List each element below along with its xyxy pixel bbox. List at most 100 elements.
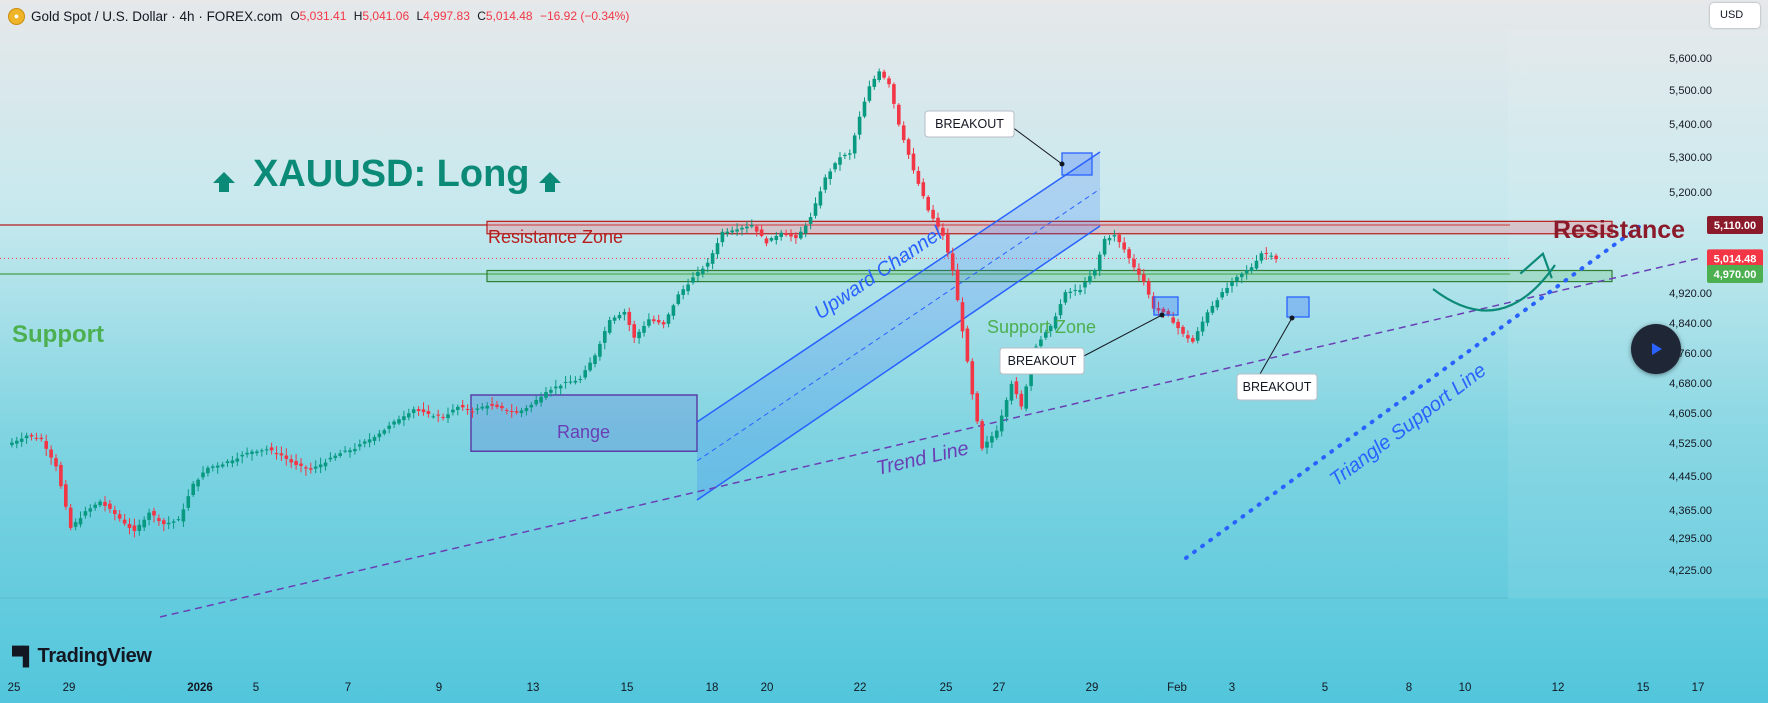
candle-body [882, 71, 886, 78]
price-tick-label: 4,225.00 [1669, 565, 1712, 577]
candle-body [916, 170, 921, 184]
candle-body [367, 439, 372, 443]
candle-body [686, 284, 690, 292]
candle-body [186, 496, 191, 508]
candle [1137, 263, 1141, 282]
candle [313, 460, 318, 474]
candle [500, 402, 504, 412]
candle [1230, 277, 1234, 293]
candle-body [441, 417, 445, 419]
candle [441, 413, 445, 421]
candle [794, 232, 798, 244]
candle-body [735, 229, 739, 232]
currency-button[interactable]: USD [1710, 3, 1760, 28]
candle [877, 68, 881, 83]
candle [926, 195, 930, 213]
candle-body [392, 421, 396, 425]
candle-body [897, 104, 901, 125]
candle [260, 448, 264, 457]
candle [642, 321, 646, 337]
upward-channel-fill [697, 152, 1100, 500]
triangle-support-label: Triangle Support Line [1326, 359, 1491, 491]
candle-body [68, 507, 73, 528]
candle [264, 445, 269, 455]
candle [323, 458, 328, 471]
candle [157, 514, 161, 526]
candle-body [1088, 276, 1092, 283]
candle [1019, 390, 1024, 410]
candle [1073, 284, 1077, 296]
candle-body [162, 520, 166, 525]
time-tick-label: 20 [761, 682, 774, 694]
triangle-support-line [1184, 224, 1642, 560]
time-tick-label: 5 [253, 682, 259, 694]
candle [534, 395, 538, 407]
candle-body [1200, 321, 1205, 332]
candle-body [1053, 316, 1058, 329]
candle [451, 404, 455, 416]
candle-body [446, 414, 450, 419]
time-tick-label: 27 [993, 682, 1006, 694]
candle [1200, 316, 1205, 336]
candle-body [426, 411, 431, 414]
candle-body [382, 430, 387, 434]
candle [196, 477, 200, 492]
candle-body [10, 442, 14, 446]
candle-body [701, 268, 705, 274]
symbol-title[interactable]: Gold Spot / U.S. Dollar · 4h · FOREX.com [31, 8, 283, 24]
candle [505, 408, 509, 415]
price-tick-label: 5,300.00 [1669, 152, 1712, 164]
candle-body [304, 467, 308, 469]
candle-body [1264, 252, 1269, 254]
range-label: Range [557, 422, 610, 442]
candle [485, 402, 489, 416]
candle [250, 449, 254, 461]
candle-body [794, 234, 798, 239]
replay-button[interactable] [1631, 324, 1681, 374]
candle-body [583, 370, 587, 378]
candle-body [1215, 300, 1220, 308]
candle [367, 433, 372, 448]
candle-body [1083, 281, 1087, 288]
candle-body [931, 209, 935, 219]
chart-title: XAUUSD: Long [253, 153, 530, 195]
candle [1004, 397, 1009, 422]
candle [970, 358, 975, 400]
candle-body [647, 319, 651, 326]
candle [990, 431, 994, 448]
candle-body [975, 393, 979, 422]
candle-body [995, 430, 999, 438]
ohlc-open-key: O [290, 9, 300, 23]
candle [294, 454, 298, 470]
candle [304, 465, 308, 476]
candle-body [799, 231, 803, 239]
candle [206, 465, 210, 477]
candle [309, 462, 313, 474]
candle-body [720, 231, 725, 243]
candle [377, 429, 382, 442]
price-axis-area [1508, 30, 1768, 598]
candle-body [431, 416, 436, 418]
candle-body [1230, 281, 1234, 286]
candle [588, 357, 592, 372]
candle-body [250, 451, 254, 454]
price-tick-label: 4,445.00 [1669, 471, 1712, 483]
candle-body [196, 479, 200, 487]
candle [117, 510, 122, 522]
candle [220, 461, 225, 469]
candle-body [206, 467, 210, 474]
time-tick-label: 9 [436, 682, 442, 694]
candle-body [505, 410, 509, 412]
projection-arrow-icon [1519, 251, 1553, 279]
trend-line-label: Trend Line [874, 437, 971, 480]
tradingview-logo: ▀▌ TradingView [12, 645, 152, 668]
candle-body [1249, 267, 1254, 272]
candle-body [54, 458, 58, 467]
candle [1249, 263, 1254, 274]
candle-body [632, 324, 636, 338]
candle [833, 161, 837, 173]
candle [808, 212, 813, 230]
candle [59, 461, 63, 489]
